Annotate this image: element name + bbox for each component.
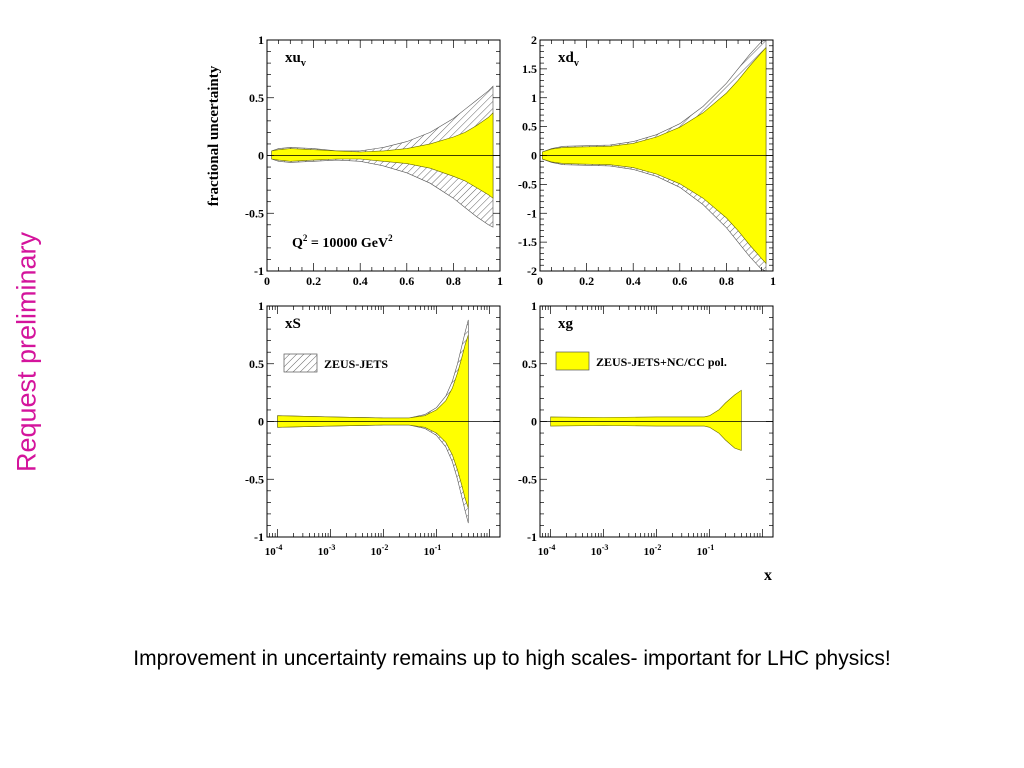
xg-x-tick-label: 10-2 (644, 543, 662, 558)
xg-y-tick-label: 0.5 (522, 357, 537, 371)
xS-panel-label: xS (285, 316, 301, 332)
xg-y-tick-label: 0 (531, 415, 537, 429)
xS-y-tick-label: 0 (258, 415, 264, 429)
xS-y-tick-label: 1 (258, 299, 264, 313)
x-axis-title: x (764, 567, 772, 584)
xdv-x-tick-label: 0.6 (672, 274, 687, 288)
xuv-x-tick-label: 0.2 (306, 274, 321, 288)
xdv-y-tick-label: -1.5 (518, 235, 537, 249)
xg-y-tick-label: -0.5 (518, 472, 537, 486)
xdv-x-tick-label: 0.8 (719, 274, 734, 288)
xuv-y-tick-label: -0.5 (245, 206, 264, 220)
xuv-y-tick-label: 0 (258, 149, 264, 163)
xS-y-tick-label: -1 (254, 530, 264, 544)
xg-legend-swatch (555, 351, 590, 371)
xS-x-tick-label: 10-4 (265, 543, 283, 558)
q2-annotation: Q2 = 10000 GeV2 (292, 233, 393, 251)
xg-y-tick-label: 1 (531, 299, 537, 313)
xdv-y-tick-label: -0.5 (518, 177, 537, 191)
xuv-x-tick-label: 0.6 (399, 274, 414, 288)
xg-x-tick-label: 10-1 (697, 543, 715, 558)
xg-band-band (550, 389, 742, 451)
xdv-y-tick-label: 0.5 (522, 120, 537, 134)
xg-x-tick-label: 10-4 (538, 543, 556, 558)
xdv-y-tick-label: 1.5 (522, 62, 537, 76)
xdv-panel-label: xdv (558, 50, 579, 69)
xuv-y-tick-label: -1 (254, 264, 264, 278)
xg-x-tick-label: 10-3 (591, 543, 609, 558)
xdv-x-tick-label: 1 (770, 274, 776, 288)
xdv-y-tick-label: -2 (527, 264, 537, 278)
xuv-x-tick-label: 0.4 (353, 274, 368, 288)
xdv-y-tick-label: 1 (531, 91, 537, 105)
xdv-x-tick-label: 0.2 (579, 274, 594, 288)
y-axis-title: fractional uncertainty (206, 65, 222, 206)
panel-xg: 1 0.5 0 -0.5 -110-4 10-3 10-2 10-1 xg ZEUS-JETS+N… (518, 299, 774, 584)
panel-xS: 1 0.5 0 -0.5 -110-4 10-3 10-2 10-1 xS ZEUS-JETS (245, 299, 501, 558)
xS-y-tick-label: -0.5 (245, 472, 264, 486)
xdv-y-tick-label: 2 (531, 33, 537, 47)
xg-panel-label: xg (558, 316, 574, 332)
caption: Improvement in uncertainty remains up to… (133, 647, 891, 670)
xS-y-tick-label: 0.5 (249, 357, 264, 371)
xdv-x-tick-label: 0.4 (626, 274, 641, 288)
xdv-y-tick-label: -1 (527, 206, 537, 220)
xuv-x-tick-label: 1 (497, 274, 503, 288)
xS-legend-text: ZEUS-JETS (324, 357, 388, 371)
xS-x-tick-label: 10-3 (318, 543, 336, 558)
xuv-y-tick-label: 0.5 (249, 91, 264, 105)
xS-x-tick-label: 10-1 (424, 543, 442, 558)
xg-legend-text: ZEUS-JETS+NC/CC pol. (596, 355, 727, 369)
xdv-y-tick-label: 0 (531, 149, 537, 163)
xS-legend-swatch (283, 353, 318, 373)
xdv-x-tick-label: 0 (537, 274, 543, 288)
xuv-panel-label: xuv (285, 50, 306, 69)
xuv-x-tick-label: 0 (264, 274, 270, 288)
xuv-y-tick-label: 1 (258, 33, 264, 47)
xS-x-tick-label: 10-2 (371, 543, 389, 558)
xuv-x-tick-label: 0.8 (446, 274, 461, 288)
xg-y-tick-label: -1 (527, 530, 537, 544)
